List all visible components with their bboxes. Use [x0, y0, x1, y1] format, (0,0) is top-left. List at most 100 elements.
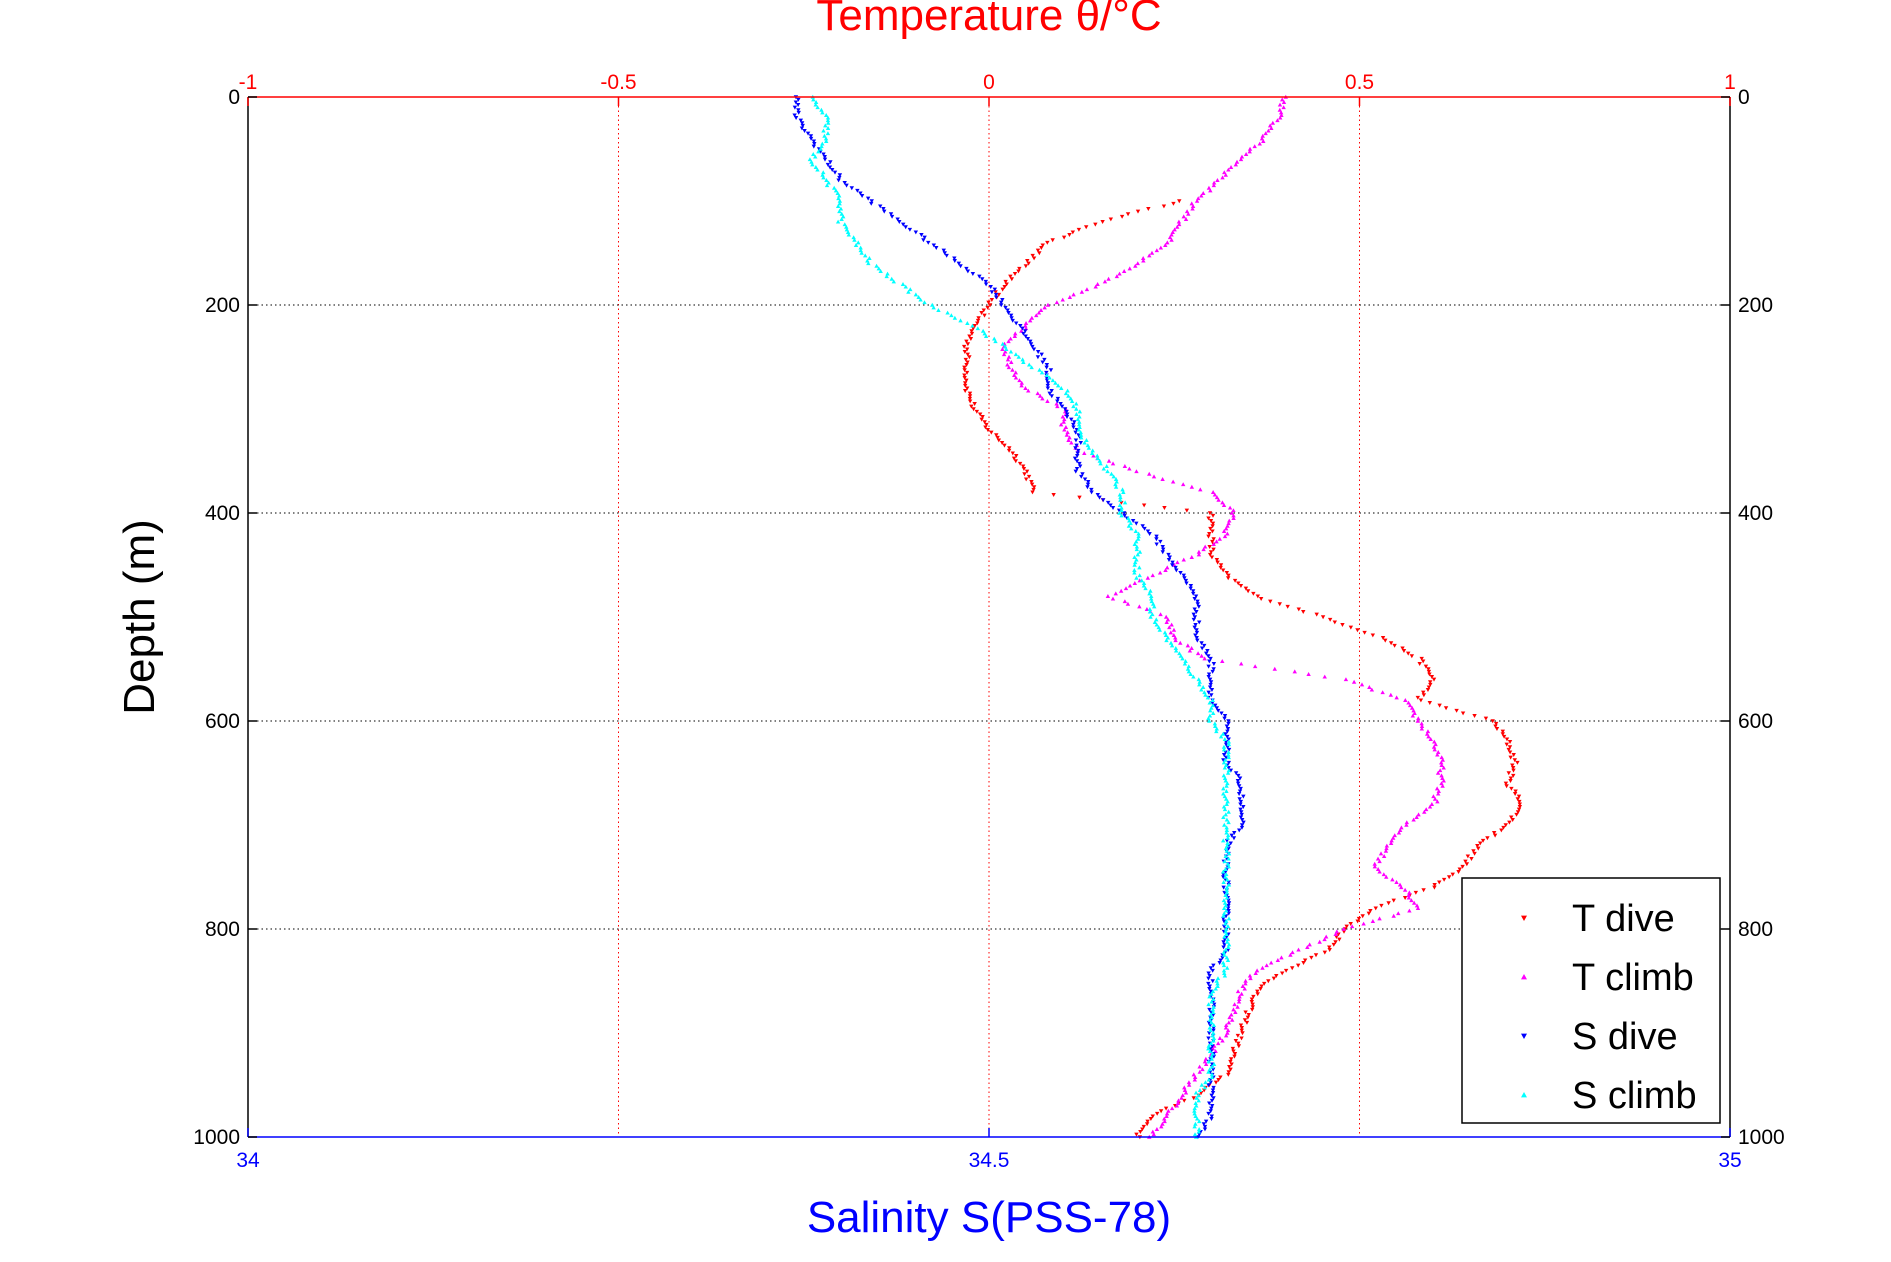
- data-point: [1189, 646, 1194, 650]
- data-point: [1023, 329, 1028, 334]
- data-point: [793, 100, 799, 105]
- data-point: [971, 326, 976, 331]
- data-point: [1503, 823, 1508, 828]
- data-point: [1162, 506, 1167, 510]
- data-point: [1140, 524, 1145, 529]
- data-point: [811, 152, 816, 156]
- data-point: [1031, 347, 1037, 352]
- data-point: [1218, 1075, 1223, 1080]
- data-point: [965, 360, 970, 365]
- data-point: [1277, 102, 1283, 107]
- data-point: [1211, 963, 1216, 968]
- data-point: [1035, 391, 1040, 396]
- data-point: [866, 261, 871, 266]
- data-point: [1432, 796, 1438, 801]
- data-point: [1023, 326, 1029, 331]
- data-point: [1211, 1013, 1216, 1017]
- data-point: [1178, 653, 1184, 658]
- data-point: [1211, 183, 1217, 188]
- data-point: [993, 339, 998, 344]
- data-point: [996, 292, 1002, 297]
- data-point: [1060, 414, 1066, 419]
- data-point: [1510, 818, 1515, 822]
- data-point: [1401, 649, 1407, 653]
- data-point: [1221, 952, 1227, 957]
- bottom-axis-tick-label: 34.5: [969, 1149, 1010, 1172]
- data-point: [1223, 1025, 1229, 1030]
- data-point: [1190, 589, 1196, 594]
- data-point: [1198, 487, 1203, 492]
- data-point: [1158, 1109, 1164, 1114]
- data-point: [1221, 913, 1226, 918]
- top-axis-tick-label: 0: [983, 71, 995, 94]
- data-point: [979, 417, 984, 422]
- data-point: [1215, 976, 1221, 981]
- data-point: [1203, 1080, 1208, 1085]
- data-point: [1016, 269, 1021, 274]
- data-point: [1211, 1062, 1217, 1066]
- data-point: [1076, 227, 1082, 232]
- data-point: [1011, 456, 1017, 461]
- data-point: [1515, 760, 1520, 765]
- data-point: [1145, 1119, 1150, 1124]
- data-point: [1199, 646, 1205, 651]
- data-point: [1396, 911, 1401, 916]
- data-point: [1196, 1093, 1201, 1098]
- data-point: [846, 232, 851, 237]
- data-point: [1226, 750, 1231, 754]
- data-point: [825, 131, 831, 136]
- data-point: [1426, 734, 1431, 739]
- data-point: [1202, 544, 1208, 549]
- data-point: [1192, 1108, 1197, 1113]
- data-point: [1181, 557, 1186, 562]
- data-point: [964, 370, 970, 375]
- data-point: [1207, 1049, 1213, 1053]
- data-point: [826, 180, 831, 185]
- data-point: [1229, 510, 1235, 515]
- data-point: [913, 230, 919, 235]
- data-point: [1017, 461, 1023, 466]
- data-point: [980, 328, 986, 333]
- data-point: [1227, 1015, 1232, 1020]
- data-point: [1025, 337, 1031, 341]
- data-point: [901, 222, 906, 227]
- data-point: [1508, 776, 1514, 781]
- data-point: [1229, 833, 1234, 838]
- data-point: [1218, 958, 1223, 963]
- data-point: [1226, 1072, 1231, 1077]
- data-point: [1042, 357, 1047, 362]
- data-point: [1005, 308, 1010, 313]
- data-point: [1192, 625, 1197, 630]
- data-point: [1332, 620, 1338, 625]
- data-point: [1341, 929, 1347, 934]
- data-point: [1223, 947, 1228, 952]
- data-point: [1425, 729, 1431, 734]
- data-point: [1133, 539, 1139, 544]
- data-point: [1223, 757, 1228, 762]
- data-point: [1268, 599, 1273, 604]
- series-t-climb: [1000, 94, 1446, 1139]
- data-point: [983, 282, 989, 287]
- data-point: [1211, 1030, 1216, 1035]
- data-point: [1154, 537, 1159, 542]
- data-point: [1069, 417, 1074, 422]
- data-point: [813, 102, 818, 107]
- data-point: [1501, 734, 1507, 739]
- data-point: [1252, 144, 1257, 149]
- data-point: [837, 193, 842, 198]
- data-point: [1055, 404, 1060, 409]
- data-point: [1243, 1010, 1248, 1015]
- data-point: [1202, 656, 1207, 661]
- data-point: [1340, 623, 1345, 627]
- data-point: [1051, 493, 1056, 497]
- data-point: [1226, 901, 1232, 906]
- data-point: [1034, 313, 1039, 318]
- data-point: [1023, 264, 1029, 269]
- data-point: [1425, 688, 1431, 692]
- data-point: [1163, 1106, 1169, 1111]
- data-point: [1423, 807, 1429, 812]
- data-point: [1212, 721, 1218, 726]
- data-point: [1384, 843, 1390, 848]
- data-point: [1306, 672, 1311, 676]
- data-point: [1154, 617, 1159, 622]
